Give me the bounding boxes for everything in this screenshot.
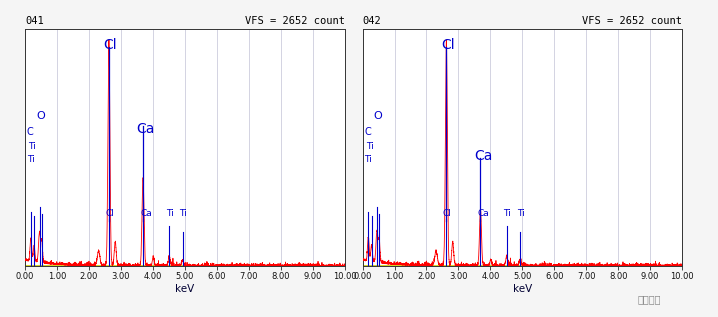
Text: 励先检测: 励先检测 <box>637 294 661 304</box>
Text: Ti: Ti <box>28 141 36 151</box>
Text: C: C <box>364 127 371 137</box>
Text: C: C <box>27 127 34 137</box>
Text: 041: 041 <box>25 16 44 26</box>
Text: VFS = 2652 count: VFS = 2652 count <box>245 16 345 26</box>
X-axis label: keV: keV <box>175 284 195 294</box>
Text: Ti: Ti <box>179 210 187 218</box>
Text: Ca: Ca <box>140 210 152 218</box>
Text: VFS = 2652 count: VFS = 2652 count <box>582 16 682 26</box>
Text: Ti: Ti <box>365 141 373 151</box>
Text: Ca: Ca <box>477 210 490 218</box>
Text: Ca: Ca <box>136 122 154 136</box>
Text: Cl: Cl <box>441 38 454 52</box>
Text: O: O <box>374 111 383 121</box>
Text: Ca: Ca <box>474 149 492 163</box>
Text: O: O <box>37 111 45 121</box>
Text: Ti: Ti <box>166 210 174 218</box>
Text: Cl: Cl <box>103 38 117 52</box>
Text: Ti: Ti <box>364 155 372 164</box>
Text: Ti: Ti <box>516 210 524 218</box>
Text: Cl: Cl <box>442 210 452 218</box>
Text: Cl: Cl <box>105 210 114 218</box>
X-axis label: keV: keV <box>513 284 532 294</box>
Text: 042: 042 <box>363 16 381 26</box>
Text: Ti: Ti <box>503 210 511 218</box>
Text: Ti: Ti <box>27 155 34 164</box>
